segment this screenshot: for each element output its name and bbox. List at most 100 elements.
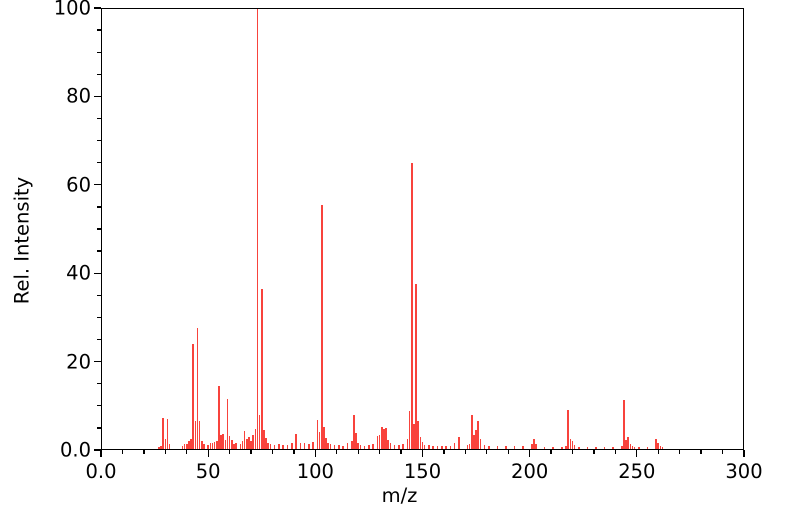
- spectrum-peak: [561, 446, 563, 450]
- x-tick: [293, 450, 295, 454]
- x-tick: [271, 450, 274, 454]
- spectrum-peak: [158, 446, 160, 450]
- x-tick-label: 100: [296, 460, 334, 483]
- spectrum-peak: [389, 443, 392, 450]
- spectrum-peak: [355, 432, 357, 450]
- spectrum-peak: [213, 442, 216, 450]
- spectrum-peak: [432, 445, 434, 450]
- spectrum-peak: [218, 385, 220, 450]
- x-tick: [228, 450, 231, 454]
- y-tick: [97, 338, 101, 341]
- spectrum-peak: [473, 434, 475, 450]
- spectrum-peak: [567, 410, 570, 450]
- spectrum-peak: [226, 399, 229, 450]
- spectrum-peak: [316, 419, 319, 450]
- spectrum-peak: [295, 434, 297, 450]
- spectrum-peak: [413, 424, 415, 450]
- spectrum-peak: [415, 284, 417, 450]
- spectrum-peak: [299, 442, 302, 450]
- spectrum-peak: [192, 343, 194, 450]
- y-tick: [94, 184, 101, 186]
- spectrum-peak: [282, 444, 284, 450]
- x-tick: [164, 450, 166, 454]
- spectrum-peak: [203, 444, 205, 450]
- spectrum-peak: [402, 444, 404, 450]
- spectrum-peak: [661, 447, 664, 450]
- x-tick: [357, 450, 359, 454]
- spectrum-peak: [183, 444, 186, 450]
- x-tick: [743, 450, 745, 457]
- x-tick: [250, 450, 252, 454]
- spectrum-peak: [239, 444, 242, 450]
- spectrum-peak: [612, 447, 615, 450]
- spectrum-peak: [565, 446, 567, 450]
- spectrum-peak: [308, 443, 310, 450]
- spectrum-peak: [166, 418, 169, 450]
- spectrum-peak: [318, 432, 321, 450]
- spectrum-peak: [417, 420, 419, 450]
- spectrum-peak: [633, 447, 636, 450]
- spectrum-peak: [468, 444, 471, 450]
- spectrum-peak: [372, 444, 374, 450]
- y-tick-label: 20: [66, 350, 91, 374]
- spectrum-peak: [245, 439, 248, 450]
- y-tick: [97, 250, 101, 252]
- y-tick: [97, 29, 101, 31]
- plot-area: [101, 8, 744, 450]
- y-tick-label: 0.0: [59, 438, 91, 462]
- y-axis-label: Rel. Intensity: [10, 176, 34, 305]
- spectrum-peak: [357, 442, 359, 450]
- x-tick: [207, 450, 209, 457]
- spectrum-peak: [513, 446, 516, 450]
- spectrum-peak: [436, 445, 439, 450]
- spectrum-peak: [638, 447, 640, 450]
- spectrum-peak: [320, 204, 323, 450]
- spectrum-peak: [419, 436, 422, 450]
- spectrum-peak: [235, 442, 237, 450]
- spectrum-peak: [621, 445, 623, 450]
- spectrum-peak: [453, 443, 456, 450]
- y-tick: [97, 117, 101, 120]
- spectrum-peak: [200, 441, 203, 450]
- spectrum-peak: [440, 446, 443, 450]
- spectrum-peak: [387, 439, 389, 450]
- x-tick: [443, 450, 445, 454]
- y-tick: [97, 316, 101, 319]
- spectrum-peak: [406, 438, 409, 450]
- spectrum-peak: [569, 438, 572, 450]
- y-tick: [97, 206, 101, 208]
- spectrum-peak: [325, 437, 327, 450]
- spectrum-peak: [278, 443, 280, 450]
- y-tick: [94, 272, 101, 274]
- spectrum-peak: [250, 440, 252, 450]
- x-tick: [593, 450, 595, 454]
- x-tick-label: 250: [618, 460, 656, 483]
- x-tick-label: 200: [511, 460, 549, 483]
- spectrum-peak: [380, 427, 383, 450]
- spectrum-peak: [252, 435, 254, 450]
- spectrum-peak: [449, 445, 452, 450]
- spectrum-peak: [398, 444, 400, 450]
- x-tick-label: 0.0: [85, 460, 117, 483]
- spectrum-peak: [623, 400, 625, 450]
- x-tick: [550, 450, 552, 454]
- spectrum-peak: [164, 438, 167, 450]
- spectrum-peak: [342, 445, 344, 450]
- x-tick: [400, 450, 402, 454]
- spectrum-peak: [359, 444, 362, 450]
- spectrum-peak: [185, 443, 188, 450]
- spectrum-peak: [207, 444, 209, 450]
- x-tick-label: 150: [403, 460, 442, 483]
- y-tick-label: 100: [53, 0, 91, 20]
- spectrum-peak: [256, 8, 259, 450]
- spectrum-peak: [196, 328, 199, 450]
- spectrum-peak: [378, 434, 381, 450]
- spectrum-peak: [168, 443, 171, 450]
- spectrum-peak: [220, 435, 222, 450]
- spectrum-peak: [458, 436, 460, 450]
- spectrum-peak: [160, 445, 162, 450]
- spectrum-peak: [531, 443, 533, 450]
- spectrum-peak: [188, 441, 190, 450]
- spectrum-peak: [286, 444, 289, 450]
